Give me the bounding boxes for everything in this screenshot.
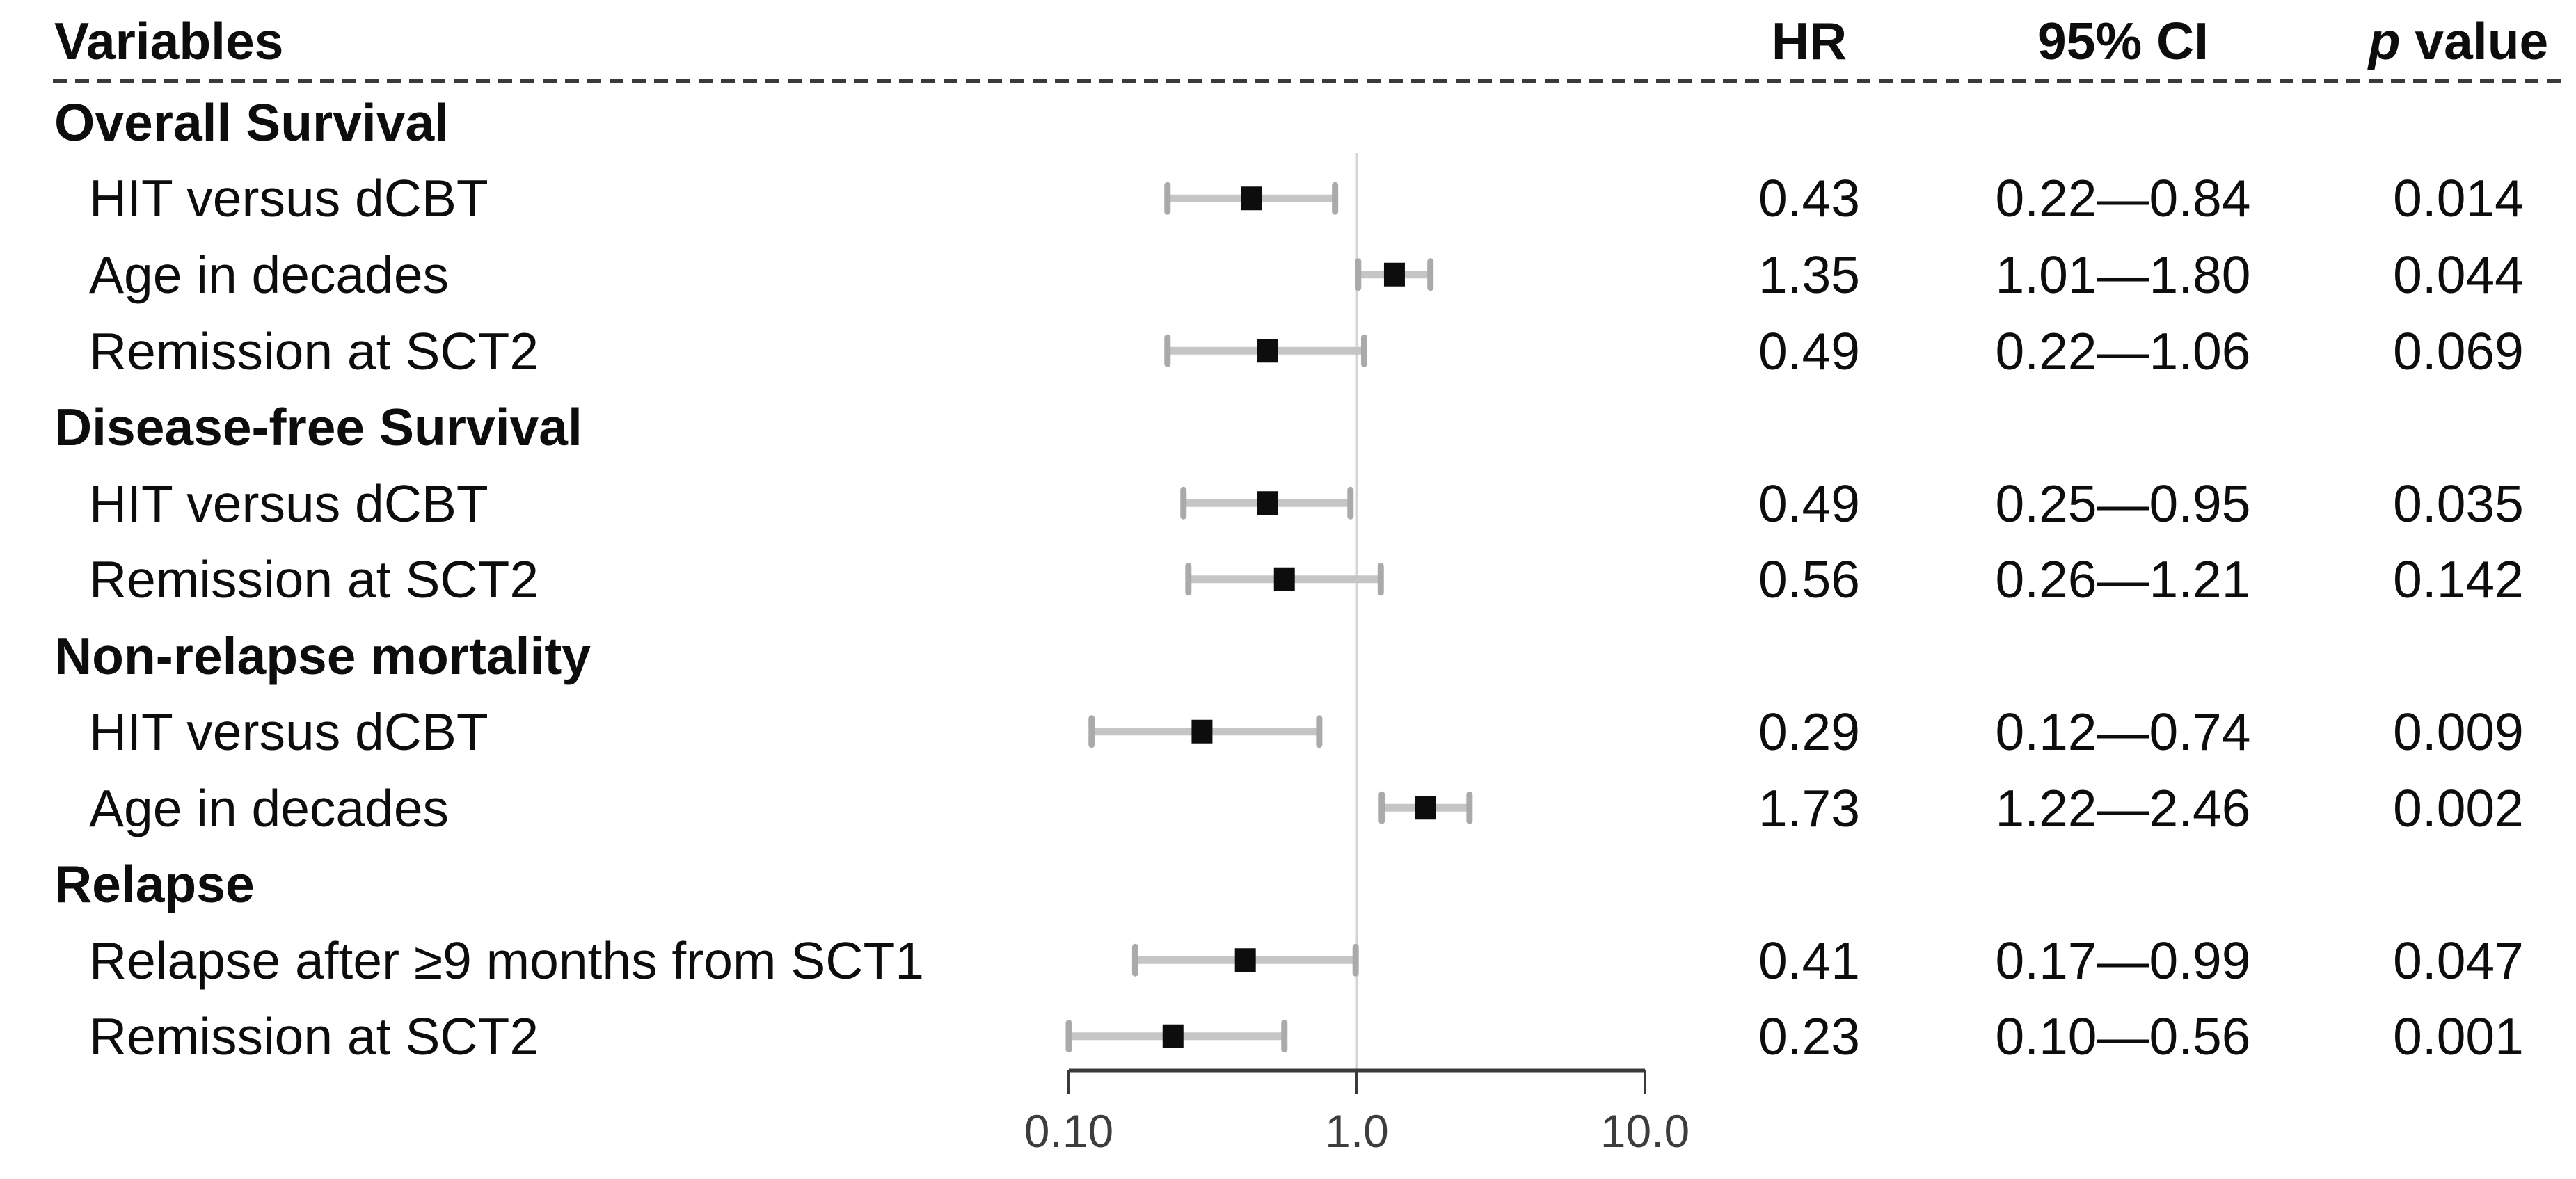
row-label: Relapse after ≥9 months from SCT1 — [89, 931, 924, 990]
section-row: Overall Survival — [0, 84, 2576, 161]
section-row: Non-relapse mortality — [0, 618, 2576, 694]
hr-value: 0.23 — [1758, 1007, 1860, 1066]
column-header-pvalue: p value — [2340, 0, 2576, 84]
table-row: Age in decades 1.73 1.22—2.46 0.002 — [0, 770, 2576, 847]
hr-value: 0.29 — [1758, 703, 1860, 761]
hr-value: 0.43 — [1758, 169, 1860, 227]
p-value: 0.001 — [2393, 1007, 2524, 1066]
hr-value: 0.49 — [1758, 322, 1860, 380]
column-header-ci: 95% CI — [2037, 12, 2209, 70]
table-row: HIT versus dCBT 0.43 0.22—0.84 0.014 — [0, 160, 2576, 236]
column-header-variables: Variables — [54, 12, 284, 70]
row-label: Remission at SCT2 — [89, 1007, 539, 1066]
row-label: Remission at SCT2 — [89, 550, 539, 609]
row-label: HIT versus dCBT — [89, 169, 488, 227]
p-value: 0.009 — [2393, 703, 2524, 761]
row-label: Remission at SCT2 — [89, 322, 539, 380]
hr-value: 1.73 — [1758, 779, 1860, 837]
hr-value: 0.56 — [1758, 550, 1860, 609]
table-row: Remission at SCT2 0.23 0.10—0.56 0.001 — [0, 998, 2576, 1075]
ci-value: 1.22—2.46 — [1995, 779, 2251, 837]
table-row: Remission at SCT2 0.56 0.26—1.21 0.142 — [0, 541, 2576, 618]
p-value: 0.044 — [2393, 246, 2524, 304]
x-axis-tick-label: 0.10 — [1024, 1105, 1114, 1157]
p-value: 0.014 — [2393, 169, 2524, 227]
ci-value: 0.12—0.74 — [1995, 703, 2251, 761]
column-header-hr: HR — [1771, 12, 1847, 70]
ci-value: 0.25—0.95 — [1995, 474, 2251, 533]
p-value: 0.142 — [2393, 550, 2524, 609]
header-divider-dashed-line — [53, 79, 2566, 83]
ci-value: 0.22—1.06 — [1995, 322, 2251, 380]
section-row: Disease-free Survival — [0, 389, 2576, 465]
p-symbol: p — [2368, 12, 2401, 70]
ci-value: 1.01—1.80 — [1995, 246, 2251, 304]
ci-value: 0.22—0.84 — [1995, 169, 2251, 227]
row-label: HIT versus dCBT — [89, 703, 488, 761]
hr-value: 0.41 — [1758, 931, 1860, 990]
ci-value: 0.26—1.21 — [1995, 550, 2251, 609]
hr-value: 1.35 — [1758, 246, 1860, 304]
p-value: 0.069 — [2393, 322, 2524, 380]
table-row: Remission at SCT2 0.49 0.22—1.06 0.069 — [0, 313, 2576, 390]
table-row: Age in decades 1.35 1.01—1.80 0.044 — [0, 236, 2576, 313]
p-value: 0.035 — [2393, 474, 2524, 533]
p-value: 0.002 — [2393, 779, 2524, 837]
row-label: Age in decades — [89, 246, 450, 304]
table-header-row: Variables HR 95% CI p value — [0, 0, 2576, 84]
ci-value: 0.10—0.56 — [1995, 1007, 2251, 1066]
row-label: HIT versus dCBT — [89, 474, 488, 533]
section-label: Relapse — [54, 855, 255, 913]
x-axis-tick-label: 1.0 — [1325, 1105, 1389, 1157]
row-label: Age in decades — [89, 779, 450, 837]
section-label: Overall Survival — [54, 93, 450, 152]
p-rest: value — [2400, 12, 2549, 70]
x-axis-tick-label: 10.0 — [1600, 1105, 1690, 1157]
p-value: 0.047 — [2393, 931, 2524, 990]
table-row: HIT versus dCBT 0.49 0.25—0.95 0.035 — [0, 465, 2576, 542]
section-label: Non-relapse mortality — [54, 627, 591, 685]
ci-value: 0.17—0.99 — [1995, 931, 2251, 990]
table-row: Relapse after ≥9 months from SCT1 0.41 0… — [0, 922, 2576, 999]
section-label: Disease-free Survival — [54, 398, 582, 456]
section-row: Relapse — [0, 846, 2576, 922]
hr-value: 0.49 — [1758, 474, 1860, 533]
table-row: HIT versus dCBT 0.29 0.12—0.74 0.009 — [0, 693, 2576, 770]
